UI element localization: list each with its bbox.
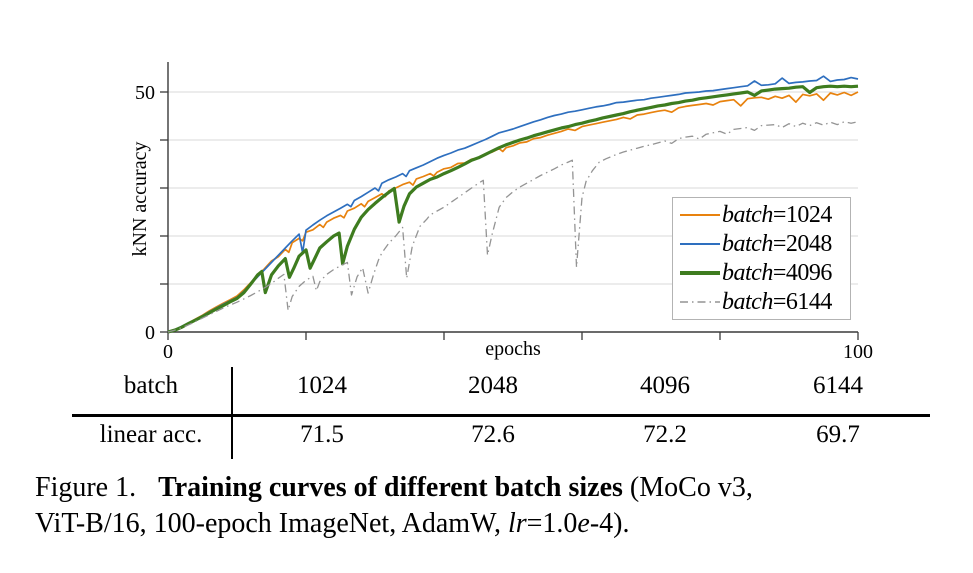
y-tick-label: 50 (135, 82, 155, 104)
legend-item-batch-6144: batch=6144 (673, 288, 850, 316)
linear-accuracy-table: batch 1024 2048 4096 6144 linear acc. 71.5 72.6… (0, 0, 973, 459)
table-divider (231, 367, 233, 459)
legend-label: batch=6144 (722, 289, 832, 316)
x-tick-label: 100 (843, 341, 873, 363)
caption-tail: (MoCo v3, (622, 472, 753, 503)
table-header-cell: 1024 (297, 372, 347, 399)
caption-line-1: Figure 1. Training curves of different ba… (35, 470, 955, 506)
legend-line-sample (680, 271, 720, 276)
series-batch-4096 (167, 84, 859, 334)
caption-line-2: ViT-B/16, 100-epoch ImageNet, AdamW, lr=… (35, 508, 630, 539)
caption-lr: lr (507, 508, 527, 539)
table-value-cell: 69.7 (816, 421, 860, 448)
series-batch-2048 (167, 75, 859, 333)
table-value-cell: 72.6 (471, 421, 515, 448)
table-value-cell: 72.2 (643, 421, 687, 448)
legend-label: batch=2048 (722, 230, 832, 257)
table-rule (72, 414, 930, 417)
training-curves-chart: 0 50 0 100 epochs kNN accuracy (129, 62, 873, 363)
chart-legend: batch=1024 batch=2048 batch=4096 batch=6144 (672, 197, 851, 320)
caption-label: Figure 1. (35, 472, 137, 503)
caption-title: Training curves of different batch sizes (158, 472, 623, 503)
y-tick-label: 0 (145, 322, 155, 344)
figure-caption: Figure 1. Training curves of different ba… (35, 470, 955, 542)
table-value-cell: linear acc. (99, 421, 203, 448)
table-header-cell: 4096 (640, 372, 690, 399)
table-header-cell: 2048 (468, 372, 518, 399)
caption-e: e (577, 508, 590, 539)
table-header-cell: 6144 (813, 372, 863, 399)
y-axis-label: kNN accuracy (129, 142, 151, 257)
table-value-cell: 71.5 (300, 421, 344, 448)
legend-line-sample (680, 213, 720, 216)
x-tick-label: 0 (163, 341, 173, 363)
legend-line-sample (680, 242, 720, 245)
legend-line-sample (680, 301, 720, 304)
series-batch-6144 (167, 121, 859, 333)
x-axis-label: epochs (485, 338, 541, 360)
legend-label: batch=4096 (722, 260, 832, 287)
table-header-cell: batch (123, 372, 179, 399)
legend-label: batch=1024 (722, 201, 832, 228)
legend-item-batch-4096: batch=4096 (673, 259, 850, 287)
legend-item-batch-2048: batch=2048 (673, 230, 850, 258)
legend-item-batch-1024: batch=1024 (673, 201, 850, 229)
